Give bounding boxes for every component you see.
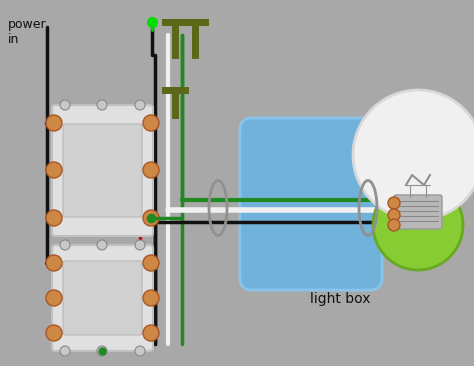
Circle shape: [60, 346, 70, 356]
Circle shape: [60, 100, 70, 110]
FancyBboxPatch shape: [394, 195, 442, 229]
Circle shape: [143, 255, 159, 271]
Circle shape: [97, 100, 107, 110]
Circle shape: [60, 240, 70, 250]
Circle shape: [46, 115, 62, 131]
Circle shape: [46, 325, 62, 341]
Circle shape: [135, 100, 145, 110]
Circle shape: [46, 210, 62, 226]
Circle shape: [388, 219, 400, 231]
Circle shape: [46, 290, 62, 306]
FancyBboxPatch shape: [52, 105, 153, 236]
Circle shape: [46, 255, 62, 271]
Circle shape: [143, 290, 159, 306]
FancyBboxPatch shape: [240, 118, 382, 290]
Circle shape: [97, 346, 107, 356]
FancyBboxPatch shape: [63, 124, 142, 217]
Circle shape: [388, 209, 400, 221]
Circle shape: [97, 240, 107, 250]
Circle shape: [353, 90, 474, 220]
FancyBboxPatch shape: [63, 261, 142, 335]
Circle shape: [46, 162, 62, 178]
FancyBboxPatch shape: [52, 245, 153, 351]
Text: light box: light box: [310, 292, 371, 306]
Circle shape: [143, 325, 159, 341]
Text: power
in: power in: [8, 18, 46, 46]
Circle shape: [143, 162, 159, 178]
Circle shape: [135, 240, 145, 250]
Circle shape: [143, 115, 159, 131]
Circle shape: [143, 210, 159, 226]
Circle shape: [373, 180, 463, 270]
Circle shape: [388, 197, 400, 209]
Circle shape: [135, 346, 145, 356]
